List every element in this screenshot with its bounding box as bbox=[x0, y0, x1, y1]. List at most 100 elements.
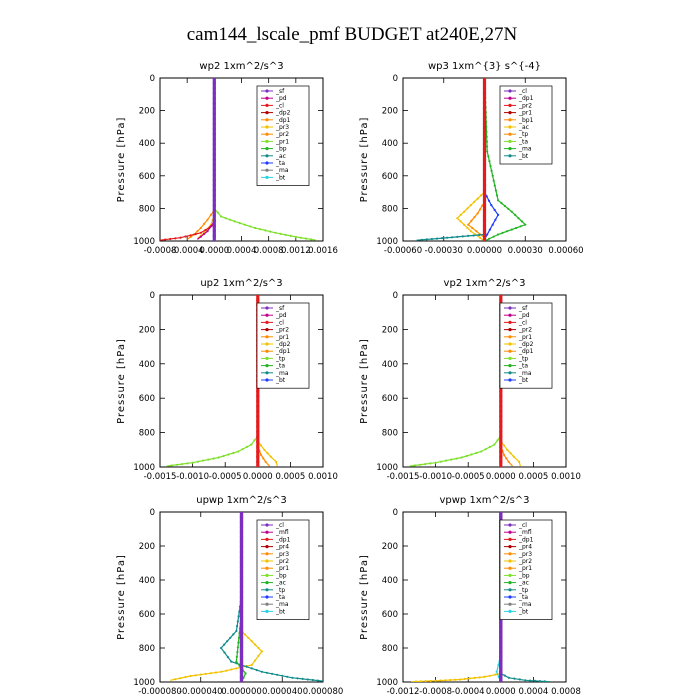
series-marker bbox=[256, 460, 260, 464]
series-marker bbox=[482, 101, 487, 106]
series-marker bbox=[499, 455, 503, 459]
series-marker bbox=[495, 194, 499, 197]
legend-entry: _pr4 bbox=[518, 544, 532, 551]
series-marker bbox=[212, 112, 216, 116]
series-marker bbox=[482, 163, 487, 167]
legend-marker bbox=[265, 566, 269, 570]
legend-marker bbox=[265, 154, 269, 158]
series-marker bbox=[488, 160, 491, 163]
series-marker bbox=[503, 204, 506, 208]
legend-marker bbox=[508, 609, 512, 614]
legend-marker bbox=[265, 349, 269, 353]
x-tick-label: 0.0004 bbox=[519, 687, 549, 697]
legend-entry: _pr2 bbox=[275, 131, 289, 138]
legend-marker bbox=[265, 147, 269, 151]
x-tick-label: -0.0004 bbox=[171, 246, 204, 256]
series-marker bbox=[499, 655, 503, 659]
series-marker bbox=[284, 233, 287, 236]
series-marker bbox=[482, 168, 487, 172]
legend-entry: _tp bbox=[275, 587, 285, 594]
legend-entry: _dp2 bbox=[275, 110, 291, 117]
series-marker bbox=[253, 439, 256, 442]
series-marker bbox=[472, 234, 475, 237]
series-marker bbox=[217, 456, 220, 459]
series-marker bbox=[515, 226, 518, 230]
series-marker bbox=[455, 457, 458, 460]
series-marker bbox=[463, 677, 466, 681]
series-marker bbox=[199, 226, 202, 230]
legend-marker bbox=[265, 139, 269, 143]
series-marker bbox=[201, 459, 205, 462]
series-marker bbox=[468, 677, 471, 680]
series-marker bbox=[209, 213, 212, 216]
y-tick-label: 600 bbox=[139, 394, 155, 404]
y-axis-label: Pressure [hPa] bbox=[116, 338, 127, 424]
x-tick-label: -0.0015 bbox=[144, 472, 177, 482]
figure-title: cam144_lscale_pmf BUDGET at240E,27N bbox=[187, 24, 518, 45]
series-marker bbox=[476, 197, 479, 200]
series-marker bbox=[286, 675, 289, 678]
series-marker bbox=[212, 142, 216, 146]
series-marker bbox=[475, 451, 478, 455]
legend-marker bbox=[265, 588, 269, 592]
x-tick-label: 0.0012 bbox=[281, 246, 311, 256]
series-marker bbox=[482, 152, 487, 156]
series-marker bbox=[239, 525, 244, 529]
legend-entry: _dp1 bbox=[518, 348, 534, 355]
x-tick-label: -0.000040 bbox=[179, 687, 223, 697]
series-marker bbox=[223, 651, 226, 654]
y-tick-label: 400 bbox=[139, 139, 155, 149]
series-marker bbox=[493, 208, 496, 212]
legend-marker bbox=[508, 356, 512, 360]
series-marker bbox=[239, 605, 244, 609]
series-marker bbox=[482, 142, 487, 146]
legend-entry: _tp bbox=[518, 131, 528, 138]
series-marker bbox=[485, 145, 489, 148]
y-tick-label: 400 bbox=[139, 576, 155, 586]
series-marker bbox=[487, 155, 490, 158]
legend-marker bbox=[265, 175, 269, 179]
legend-entry: _bp bbox=[275, 146, 287, 153]
series-marker bbox=[503, 444, 506, 447]
x-tick-label: 0.00000 bbox=[467, 246, 502, 256]
x-tick-label: 0.0000 bbox=[486, 687, 516, 697]
series-marker bbox=[212, 137, 216, 141]
legend-marker bbox=[508, 378, 512, 382]
series-marker bbox=[301, 677, 304, 681]
series-marker bbox=[482, 193, 487, 197]
legend-entry: _ma bbox=[518, 601, 532, 608]
series-marker bbox=[212, 213, 216, 218]
series-marker bbox=[204, 672, 207, 676]
chart-panel-3: vp2 1xm^2/s^3 Pressure [hPa] 0 200 400 600 800… bbox=[359, 278, 581, 482]
series-marker bbox=[212, 173, 216, 177]
legend-marker bbox=[265, 530, 269, 534]
series-marker bbox=[229, 636, 232, 639]
y-tick-label: 400 bbox=[382, 360, 398, 370]
series-marker bbox=[239, 630, 244, 634]
series-marker bbox=[260, 670, 263, 673]
series-marker bbox=[507, 676, 510, 679]
series-marker bbox=[207, 458, 210, 461]
series-marker bbox=[481, 204, 484, 207]
legend-entry: _ma bbox=[518, 146, 532, 153]
y-tick-label: 1000 bbox=[376, 463, 398, 473]
x-tick-label: -0.0004 bbox=[452, 687, 485, 697]
series-marker bbox=[439, 679, 442, 682]
series-marker bbox=[259, 228, 262, 231]
legend-entry: _ta bbox=[518, 594, 528, 601]
series-marker bbox=[239, 650, 244, 654]
series-marker bbox=[212, 224, 216, 228]
series-marker bbox=[209, 225, 212, 228]
series-marker bbox=[470, 219, 473, 222]
series-marker bbox=[181, 463, 184, 466]
legend-entry: _pr2 bbox=[518, 558, 532, 565]
series-marker bbox=[239, 540, 244, 544]
series-marker bbox=[175, 463, 179, 466]
series-marker bbox=[239, 545, 244, 549]
panel-title: vp2 1xm^2/s^3 bbox=[444, 278, 526, 289]
plot-frame bbox=[159, 294, 324, 468]
series-marker bbox=[203, 222, 206, 225]
series-marker bbox=[184, 235, 187, 238]
series-marker bbox=[239, 610, 244, 614]
series-marker bbox=[196, 230, 199, 233]
